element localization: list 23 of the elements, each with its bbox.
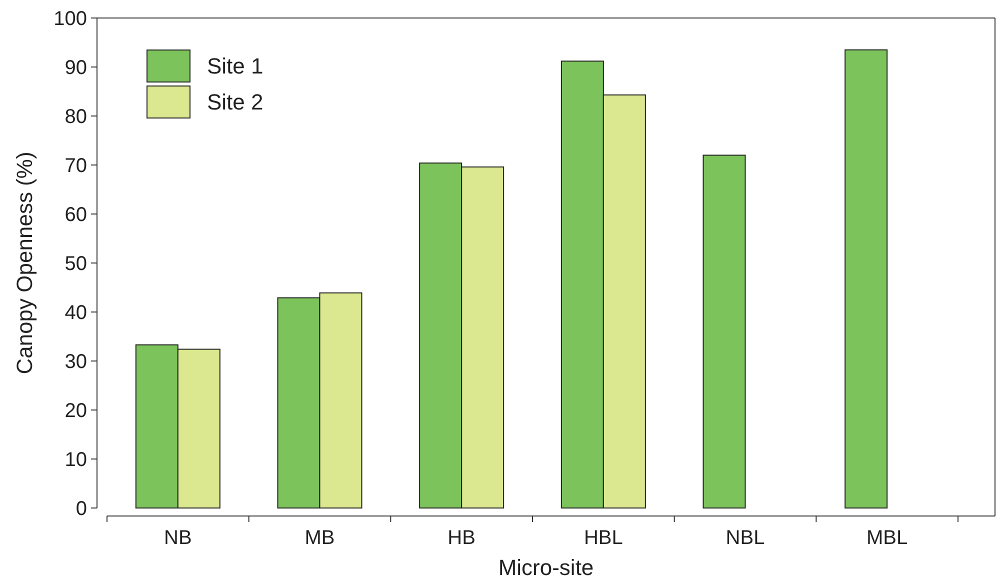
y-tick-label: 100 bbox=[54, 8, 87, 30]
legend-label: Site 2 bbox=[207, 90, 264, 115]
y-tick-label: 10 bbox=[64, 449, 87, 471]
x-tick-label: NB bbox=[164, 527, 192, 549]
bar bbox=[844, 49, 888, 508]
y-tick-label: 70 bbox=[64, 155, 87, 177]
legend-label: Site 1 bbox=[207, 54, 264, 79]
y-axis-title: Canopy Openness (%) bbox=[12, 152, 37, 374]
y-tick-label: 20 bbox=[64, 400, 87, 422]
y-tick-label: 50 bbox=[64, 253, 87, 275]
y-tick-label: 90 bbox=[64, 57, 87, 79]
x-tick-label: HBL bbox=[584, 527, 623, 549]
bar bbox=[702, 154, 746, 508]
y-tick-label: 60 bbox=[64, 204, 87, 226]
y-tick-label: 80 bbox=[64, 106, 87, 128]
y-tick-label: 40 bbox=[64, 302, 87, 324]
x-tick-label: HB bbox=[448, 527, 476, 549]
y-tick-label: 0 bbox=[76, 498, 87, 520]
x-tick-label: NBL bbox=[726, 527, 765, 549]
y-tick-label: 30 bbox=[64, 351, 87, 373]
x-tick-label: MBL bbox=[866, 527, 908, 549]
x-axis-title: Micro-site bbox=[498, 555, 594, 579]
x-tick-label: MB bbox=[304, 527, 335, 549]
